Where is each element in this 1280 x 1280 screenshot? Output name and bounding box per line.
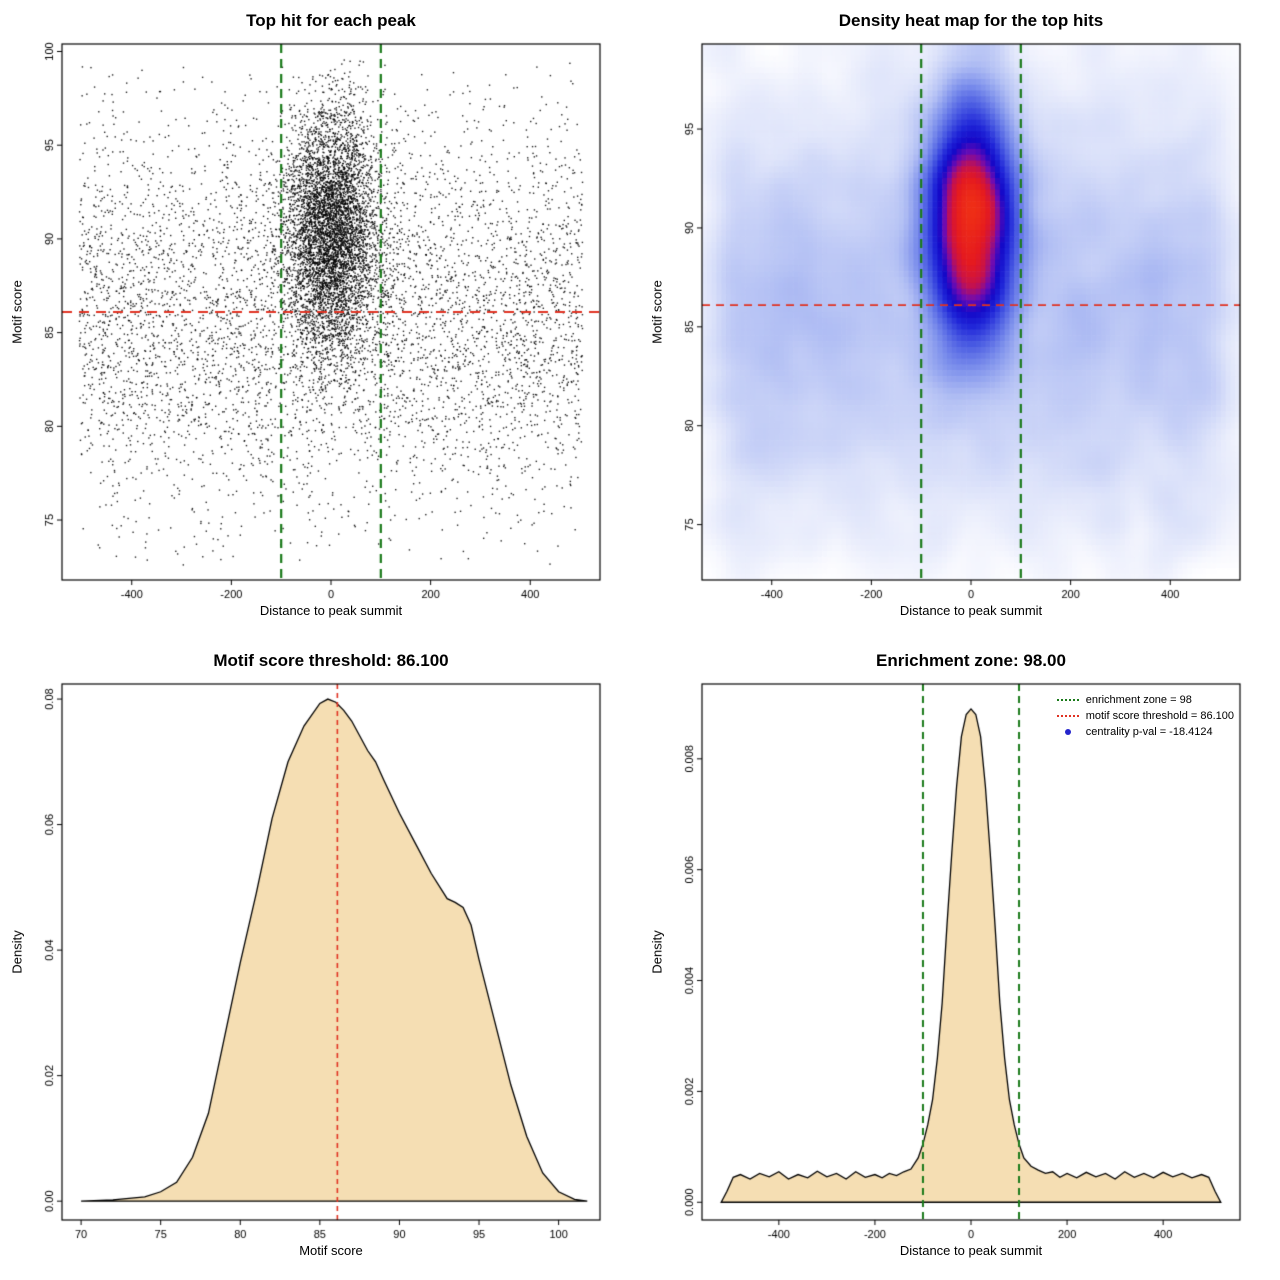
heatmap-plot-canvas <box>640 0 1280 640</box>
score-density-panel-title: Motif score threshold: 86.100 <box>213 651 449 670</box>
score-density-y-axis-label: Density <box>9 930 25 974</box>
legend-label-motif-threshold: motif score threshold = 86.100 <box>1085 710 1234 722</box>
scatter-x-axis-label: Distance to peak summit <box>259 603 403 618</box>
panel-top-hit-scatter: Top hit for each peak Distance to peak s… <box>0 0 640 640</box>
green-dotted-line-icon <box>1056 699 1079 701</box>
legend-label-enrichment-zone: enrichment zone = 98 <box>1085 694 1192 706</box>
scatter-panel-title: Top hit for each peak <box>246 11 416 30</box>
panel-density-heatmap: Density heat map for the top hits Distan… <box>640 0 1280 640</box>
legend-entry-centrality-pval: centrality p-val = -18.4124 <box>1057 724 1234 740</box>
red-dotted-line-icon <box>1056 715 1079 717</box>
scatter-y-axis-label: Motif score <box>9 280 25 344</box>
legend-entry-motif-threshold: motif score threshold = 86.100 <box>1056 708 1234 724</box>
heatmap-y-axis-label: Motif score <box>649 280 665 344</box>
heatmap-x-axis-label: Distance to peak summit <box>899 603 1043 618</box>
enrichment-panel-title: Enrichment zone: 98.00 <box>876 651 1066 670</box>
legend-entry-enrichment-zone: enrichment zone = 98 <box>1056 692 1234 708</box>
panel-motif-score-density: Motif score threshold: 86.100 Motif scor… <box>0 640 640 1280</box>
enrichment-x-axis-label: Distance to peak summit <box>899 1243 1043 1258</box>
score-density-x-axis-label: Motif score <box>299 1243 363 1258</box>
plot-legend: enrichment zone = 98 motif score thresho… <box>1056 692 1234 740</box>
scatter-plot-canvas <box>0 0 640 640</box>
heatmap-panel-title: Density heat map for the top hits <box>838 11 1104 30</box>
panel-enrichment-zone-density: Enrichment zone: 98.00 Distance to peak … <box>640 640 1280 1280</box>
score-density-plot-canvas <box>0 640 640 1280</box>
blue-dot-icon <box>1057 729 1079 735</box>
distance-density-plot-canvas <box>640 640 1280 1280</box>
enrichment-y-axis-label: Density <box>649 930 665 974</box>
legend-label-centrality-pval: centrality p-val = -18.4124 <box>1085 726 1213 738</box>
